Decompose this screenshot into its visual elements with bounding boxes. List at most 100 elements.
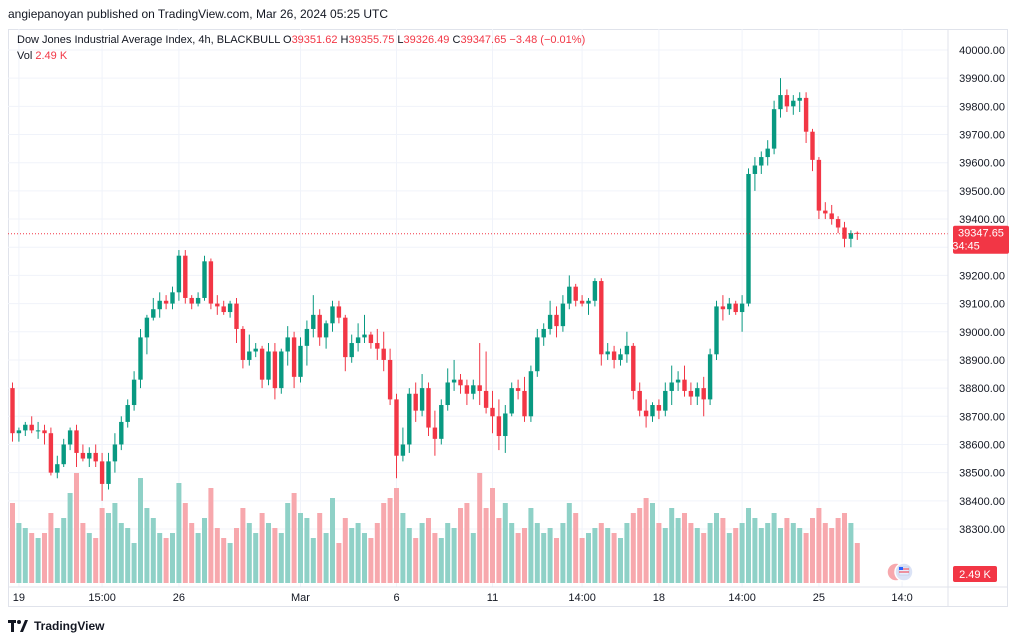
volume-legend: Vol 2.49 K: [17, 50, 67, 62]
candle: [99, 452, 105, 501]
candle-body: [759, 157, 764, 166]
x-tick-label: 11: [487, 592, 498, 604]
volume-bar: [342, 518, 348, 583]
candle-body: [599, 281, 604, 355]
volume-bar: [182, 503, 188, 583]
candle-body: [791, 100, 796, 107]
candle-body: [451, 379, 457, 383]
price-label: 39347.65 34:45: [952, 225, 1009, 254]
candle-body: [170, 292, 175, 304]
candle: [560, 295, 566, 332]
publish-author[interactable]: angiepanoyan: [8, 7, 84, 21]
candle: [23, 421, 28, 437]
candle-body: [317, 314, 322, 338]
candle: [605, 343, 610, 360]
volume-bar: [829, 528, 835, 583]
candle-body: [522, 390, 527, 417]
candle-body: [439, 405, 444, 439]
candle-body: [477, 385, 482, 391]
candle-body: [323, 323, 329, 338]
candle-body: [285, 337, 290, 352]
candle: [234, 297, 239, 344]
candle: [784, 89, 790, 112]
volume-bar: [266, 523, 271, 583]
volume-bar: [413, 538, 419, 583]
candle-body: [778, 95, 783, 110]
candle: [471, 379, 476, 400]
candle-body: [221, 306, 226, 313]
x-tick-label: 15:00: [88, 592, 116, 604]
y-tick-label: 39400.00: [959, 214, 1005, 226]
candle: [650, 402, 655, 422]
candle-body: [528, 371, 534, 417]
candle: [349, 334, 354, 363]
candle-body: [35, 430, 41, 432]
volume-bar: [355, 523, 361, 583]
candle-body: [631, 345, 636, 391]
x-tick-label: 14:00: [568, 592, 596, 604]
symbol-legend: Dow Jones Industrial Average Index, 4h, …: [17, 34, 585, 46]
legend-change: −3.48 (−0.01%): [509, 34, 586, 46]
candle: [138, 328, 143, 389]
candle-body: [157, 300, 162, 310]
footer-brand[interactable]: TradingView: [34, 619, 105, 633]
volume-legend-value: 2.49 K: [35, 50, 68, 62]
candle-body: [535, 337, 540, 372]
volume-bar: [93, 538, 99, 583]
y-tick-label: 39500.00: [959, 186, 1005, 198]
volume-bar: [125, 528, 131, 583]
candle-body: [42, 430, 47, 434]
volume-bar: [240, 508, 246, 583]
volume-bar: [214, 528, 220, 583]
candle-body: [816, 159, 822, 211]
volume-bar: [573, 513, 579, 583]
candle-body: [605, 351, 610, 355]
legend-symbol[interactable]: Dow Jones Industrial Average Index, 4h, …: [17, 34, 280, 46]
candle-body: [400, 444, 406, 456]
volume-bar: [720, 518, 726, 583]
volume-bar: [35, 538, 41, 583]
candle-body: [93, 452, 98, 462]
x-tick-label: 14:00: [728, 592, 756, 604]
candle-body: [432, 427, 438, 439]
x-tick-label: 25: [813, 592, 825, 604]
candle-body: [74, 430, 79, 453]
candle-body: [87, 452, 92, 459]
candle: [170, 286, 175, 310]
volume-bar: [618, 538, 623, 583]
candle: [144, 314, 150, 355]
candle-body: [483, 390, 489, 408]
candle: [829, 204, 834, 225]
candle-body: [375, 343, 380, 349]
candle: [611, 345, 617, 369]
candle: [727, 297, 732, 315]
volume-legend-label[interactable]: Vol: [17, 50, 33, 62]
volume-bar: [509, 523, 515, 583]
candle: [496, 399, 502, 451]
candle-body: [202, 261, 207, 298]
candle-body: [560, 303, 566, 327]
candle: [752, 157, 758, 191]
candle: [259, 345, 265, 389]
volume-bar: [534, 523, 540, 583]
candle: [80, 444, 86, 462]
candle-body: [823, 210, 828, 214]
tradingview-logo-icon[interactable]: [8, 620, 28, 632]
y-tick-label: 39700.00: [959, 130, 1005, 142]
candle-body: [567, 286, 572, 304]
candle: [343, 314, 348, 372]
volume-bar: [426, 518, 431, 583]
y-tick-label: 39100.00: [959, 299, 1005, 311]
candle: [586, 297, 591, 315]
candle-body: [669, 382, 674, 391]
candle-body: [23, 424, 28, 431]
candle-body: [586, 300, 591, 304]
volume-bar: [432, 533, 438, 583]
candle-body: [426, 388, 431, 428]
volume-bar: [522, 528, 527, 583]
candle-body: [752, 165, 758, 174]
volume-bar: [451, 528, 457, 583]
candle-body: [771, 109, 777, 149]
candle: [669, 365, 674, 406]
